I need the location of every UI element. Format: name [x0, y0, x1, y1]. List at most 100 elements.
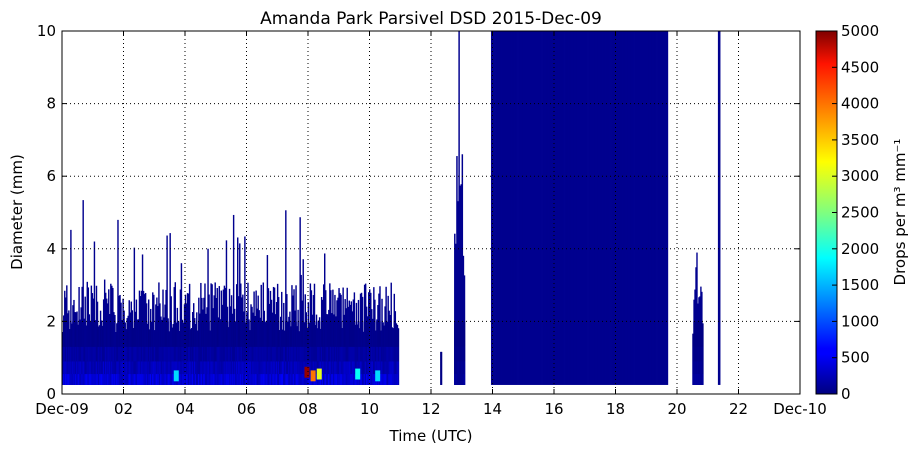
heatmap-cell: [694, 361, 696, 375]
heatmap-cell: [203, 346, 205, 362]
heatmap-cell: [391, 327, 393, 347]
heatmap-cell: [320, 346, 323, 362]
heatmap-column: [516, 31, 518, 385]
heatmap-cell: [256, 374, 258, 385]
heatmap-column: [615, 31, 618, 385]
heatmap-cell: [281, 321, 283, 347]
heatmap-cell: [294, 361, 296, 375]
y-tick-label: 10: [37, 22, 56, 40]
heatmap-cell: [109, 374, 111, 385]
y-tick-label: 0: [46, 385, 56, 403]
heatmap-cell: [188, 321, 191, 347]
heatmap-cell: [216, 361, 218, 375]
heatmap-cell: [166, 361, 168, 375]
heatmap-cell: [343, 374, 345, 385]
heatmap-column: [607, 31, 609, 385]
heatmap-cell: [287, 374, 289, 385]
heatmap-cell: [316, 328, 319, 347]
heatmap-cell: [145, 321, 148, 347]
heatmap-cell: [291, 321, 293, 347]
heatmap-cell: [289, 361, 291, 375]
heatmap-cell: [365, 374, 368, 385]
heatmap-cell: [334, 361, 336, 375]
heatmap-cell: [126, 321, 128, 347]
heatmap-cell: [245, 346, 247, 362]
heatmap-cell: [66, 321, 68, 347]
heatmap-column: [635, 31, 637, 385]
heatmap-cell: [365, 321, 368, 347]
heatmap-cell: [454, 321, 456, 347]
heatmap-column: [117, 219, 119, 385]
heatmap-cell: [65, 361, 67, 375]
heatmap-cell: [282, 346, 284, 362]
heatmap-cell: [71, 323, 73, 347]
heatmap-cell: [107, 374, 109, 385]
heatmap-cell: [225, 374, 228, 385]
heatmap-cell: [74, 361, 76, 375]
heatmap-cell: [70, 374, 72, 385]
heatmap-cell: [228, 321, 231, 347]
heatmap-cell: [75, 321, 77, 347]
heatmap-column: [644, 31, 646, 385]
heatmap-cell: [385, 361, 387, 375]
heatmap-column: [639, 31, 641, 385]
heatmap-cell: [351, 374, 354, 385]
heatmap-cell: [85, 361, 87, 375]
heatmap-column: [638, 31, 640, 385]
heatmap-cell: [182, 361, 185, 375]
heatmap-column: [628, 31, 631, 385]
heatmap-cell: [188, 361, 191, 375]
heatmap-cell: [219, 361, 222, 375]
heatmap-cell: [183, 321, 186, 347]
heatmap-cell: [301, 321, 303, 347]
heatmap-cell: [166, 346, 168, 362]
heatmap-cell: [218, 321, 221, 347]
heatmap-cell: [304, 374, 306, 385]
heatmap-cell: [226, 346, 229, 362]
heatmap-cell: [459, 321, 461, 347]
heatmap-cell: [457, 361, 459, 375]
heatmap-cell: [454, 374, 456, 385]
heatmap-cell: [114, 361, 116, 375]
heatmap-cell: [222, 374, 225, 385]
heatmap-cell: [117, 361, 119, 375]
heatmap-cell: [257, 361, 259, 375]
heatmap-cell: [77, 324, 79, 347]
heatmap-cell: [224, 374, 227, 385]
heatmap-cell: [222, 346, 225, 362]
heatmap-cell: [371, 321, 373, 347]
heatmap-cell: [383, 361, 385, 375]
heatmap-cell: [385, 346, 387, 362]
heatmap-cell: [379, 346, 381, 362]
heatmap-cell: [79, 361, 81, 375]
heatmap-cell: [141, 361, 144, 375]
heatmap-cell: [176, 361, 179, 375]
heatmap-cell: [356, 324, 359, 347]
heatmap-column: [500, 31, 502, 385]
heatmap-cell: [364, 374, 367, 385]
heatmap-cell: [193, 321, 195, 347]
heatmap-cell: [285, 374, 287, 385]
heatmap-cell: [237, 321, 239, 347]
heatmap-cell: [62, 374, 64, 385]
heatmap-cell: [273, 361, 276, 375]
heatmap-cell: [701, 321, 703, 347]
heatmap-cell: [171, 374, 173, 385]
heatmap-column: [554, 31, 556, 385]
heatmap-cell: [305, 321, 308, 347]
heatmap-column: [502, 31, 504, 385]
heatmap-cell: [234, 346, 237, 362]
heatmap-cell: [305, 374, 308, 385]
heatmap-cell: [264, 322, 267, 347]
heatmap-cell: [313, 361, 316, 375]
heatmap-cell: [135, 346, 138, 362]
heatmap-cell: [287, 321, 289, 347]
heatmap-cell: [380, 330, 382, 347]
heatmap-cell: [387, 346, 389, 362]
heatmap-cell: [322, 361, 325, 375]
heatmap-cell: [120, 374, 122, 385]
heatmap-cell: [159, 374, 161, 385]
heatmap-cell: [86, 361, 88, 375]
heatmap-cell: [84, 346, 86, 362]
heatmap-cell: [148, 329, 151, 347]
